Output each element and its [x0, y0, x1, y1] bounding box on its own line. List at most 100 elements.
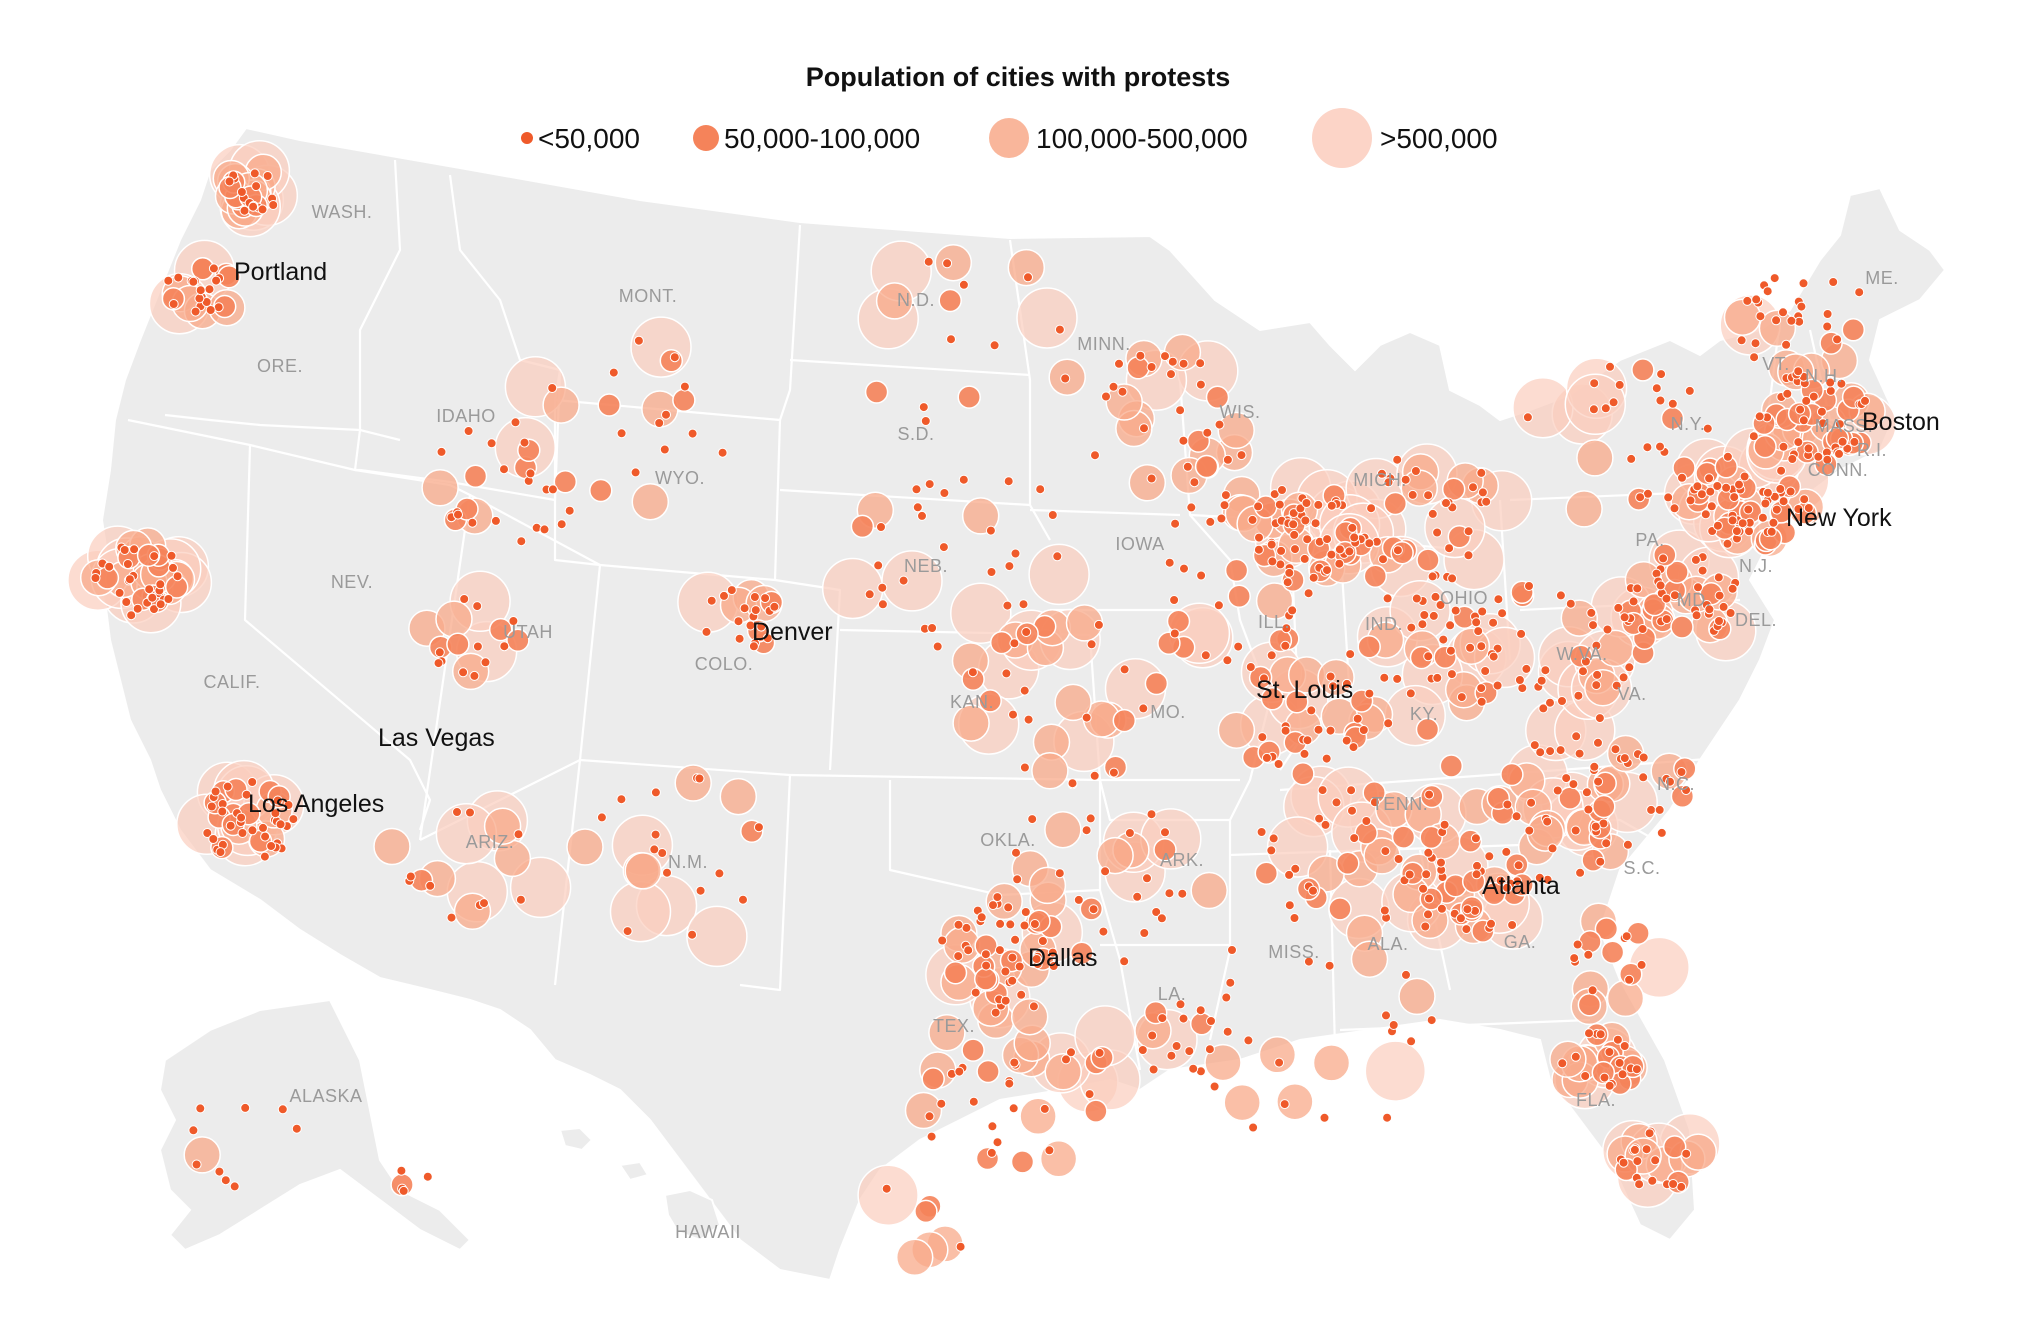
protest-dot [1039, 1140, 1078, 1178]
protest-dot [1836, 378, 1847, 389]
legend-label-medium: 50,000-100,000 [724, 123, 920, 154]
protest-dot [967, 667, 978, 678]
protest-dot [1047, 947, 1058, 958]
protest-dot [1313, 724, 1324, 735]
protest-dot [266, 841, 277, 851]
protest-dot [1564, 373, 1627, 436]
protest-dot [1441, 477, 1466, 501]
protest-dot [506, 628, 530, 652]
protest-dot [1424, 789, 1435, 800]
protest-dot [1631, 358, 1655, 382]
protest-dot [1681, 1148, 1692, 1159]
protest-dot [166, 550, 177, 561]
protest-dot [955, 1241, 966, 1252]
protest-dot [1577, 992, 1602, 1017]
protest-dot [1382, 593, 1393, 604]
state-label: VA. [1617, 684, 1646, 704]
state-label: ARIZ. [466, 832, 515, 852]
protest-dot [215, 847, 226, 858]
protest-dot [1169, 595, 1180, 605]
protest-dot [980, 949, 991, 960]
protest-dot [1220, 490, 1231, 501]
protest-dot [1003, 902, 1014, 913]
protest-dot [122, 559, 133, 569]
protest-dot [1502, 882, 1513, 893]
protest-dot [1349, 833, 1360, 844]
protest-dot [1195, 1005, 1206, 1016]
border-nv-ut [354, 468, 472, 841]
protest-dot [1619, 753, 1630, 764]
protest-dot [631, 482, 670, 521]
protest-dot [1521, 663, 1532, 674]
protest-dot [1028, 543, 1090, 606]
protest-dot [249, 168, 260, 179]
protest-dot [932, 641, 943, 652]
protest-dot [1632, 1156, 1643, 1167]
protest-dot [1279, 1099, 1290, 1110]
protest-dot [1822, 454, 1833, 465]
protest-dot [1108, 767, 1119, 778]
protest-dot [1124, 828, 1135, 838]
protest-dot [204, 284, 215, 295]
protest-dot [283, 800, 294, 810]
protest-dot [1276, 1082, 1314, 1121]
protest-dot [1729, 492, 1740, 503]
protest-dot [745, 620, 756, 631]
protest-dot [1007, 248, 1046, 287]
protest-dot [1281, 623, 1292, 634]
protest-dot [463, 426, 474, 436]
protest-dot [1517, 683, 1528, 694]
protest-dot [1019, 685, 1030, 696]
state-label: MD. [1677, 590, 1712, 610]
state-label: S.D. [897, 424, 934, 444]
protest-dot [1255, 582, 1294, 620]
protest-dot [924, 479, 935, 490]
protest-dot [1221, 992, 1232, 1003]
protest-dot [1511, 811, 1522, 822]
protest-dot [436, 446, 447, 457]
protest-dot [1685, 495, 1696, 506]
state-label: OKLA. [980, 830, 1036, 850]
protest-dot [1243, 1035, 1254, 1046]
protest-dot [1010, 548, 1021, 559]
protest-dot [1737, 518, 1748, 529]
protest-dot [1018, 599, 1029, 610]
protest-dot [1655, 441, 1665, 452]
protest-dot [1540, 665, 1551, 676]
protest-dot [499, 464, 509, 475]
protest-dot [1818, 418, 1828, 429]
protest-dot [194, 293, 205, 304]
protest-dot [1206, 1016, 1216, 1026]
protest-dot [1656, 369, 1667, 380]
protest-dot [1588, 620, 1598, 631]
protest-dot [1363, 564, 1388, 589]
protest-dot [1526, 797, 1537, 808]
protest-dot [1445, 645, 1456, 656]
protest-dot [1461, 924, 1472, 935]
protest-dot [1621, 931, 1632, 942]
protest-dot [1266, 845, 1277, 856]
protest-dot [1366, 503, 1377, 514]
protest-dot [260, 831, 271, 842]
protest-dot [1274, 499, 1285, 510]
protest-dot [1472, 860, 1482, 871]
protest-dot [1476, 683, 1487, 694]
protest-dot [881, 550, 943, 612]
protest-dot [1610, 744, 1621, 755]
protest-dot [1644, 1128, 1655, 1139]
protest-dot [1497, 608, 1508, 619]
protest-dot [1793, 437, 1804, 448]
protest-dot [1793, 366, 1804, 377]
protest-dot [525, 468, 536, 479]
protest-dot [144, 584, 155, 595]
protest-dot [1602, 624, 1613, 635]
protest-dot [288, 814, 299, 825]
protest-dot [247, 777, 258, 787]
protest-dot [1288, 519, 1299, 530]
protest-dot [1418, 883, 1429, 894]
state-label: MASS. [1815, 416, 1874, 436]
city-label: St. Louis [1256, 676, 1353, 704]
protest-dot [1778, 496, 1789, 507]
protest-dot [1471, 869, 1482, 880]
protest-dot [1328, 681, 1338, 692]
